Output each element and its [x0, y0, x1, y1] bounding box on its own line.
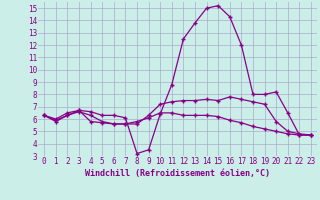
- X-axis label: Windchill (Refroidissement éolien,°C): Windchill (Refroidissement éolien,°C): [85, 169, 270, 178]
